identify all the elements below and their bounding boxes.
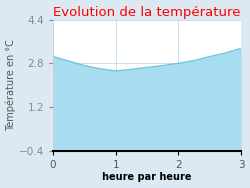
Y-axis label: Température en °C: Température en °C (6, 39, 16, 131)
Title: Evolution de la température: Evolution de la température (53, 6, 241, 19)
X-axis label: heure par heure: heure par heure (102, 172, 192, 182)
